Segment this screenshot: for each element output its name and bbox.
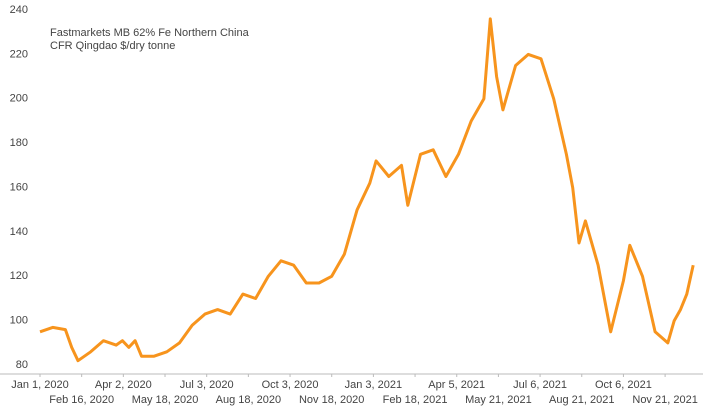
x-tick-label: Aug 18, 2020 xyxy=(216,394,281,406)
x-tick-label: Feb 18, 2021 xyxy=(383,394,448,406)
y-tick-label: 200 xyxy=(10,93,28,105)
x-tick-label: Jul 6, 2021 xyxy=(513,379,567,391)
x-tick-label: May 21, 2021 xyxy=(465,394,532,406)
x-tick-label: Jan 1, 2020 xyxy=(11,379,69,391)
x-tick-label: Apr 2, 2020 xyxy=(95,379,152,391)
x-tick-label: Nov 18, 2020 xyxy=(299,394,364,406)
x-tick-label: Feb 16, 2020 xyxy=(49,394,114,406)
x-tick-label: May 18, 2020 xyxy=(132,394,199,406)
y-tick-label: 180 xyxy=(10,137,28,149)
y-tick-label: 100 xyxy=(10,315,28,327)
y-tick-label: 220 xyxy=(10,48,28,60)
x-tick-label: Jan 3, 2021 xyxy=(345,379,403,391)
x-tick-label: Jul 3, 2020 xyxy=(180,379,234,391)
y-tick-label: 240 xyxy=(10,4,28,16)
x-tick-label: Apr 5, 2021 xyxy=(428,379,485,391)
chart-subtitle: CFR Qingdao $/dry tonne xyxy=(50,40,175,52)
y-tick-label: 140 xyxy=(10,226,28,238)
y-tick-label: 120 xyxy=(10,270,28,282)
x-tick-label: Nov 21, 2021 xyxy=(632,394,697,406)
y-tick-label: 160 xyxy=(10,181,28,193)
x-tick-label: Aug 21, 2021 xyxy=(549,394,614,406)
x-tick-label: Oct 6, 2021 xyxy=(595,379,652,391)
chart-title: Fastmarkets MB 62% Fe Northern China xyxy=(50,27,250,39)
x-tick-label: Oct 3, 2020 xyxy=(262,379,319,391)
price-line xyxy=(39,17,695,363)
y-tick-label: 80 xyxy=(16,359,28,371)
